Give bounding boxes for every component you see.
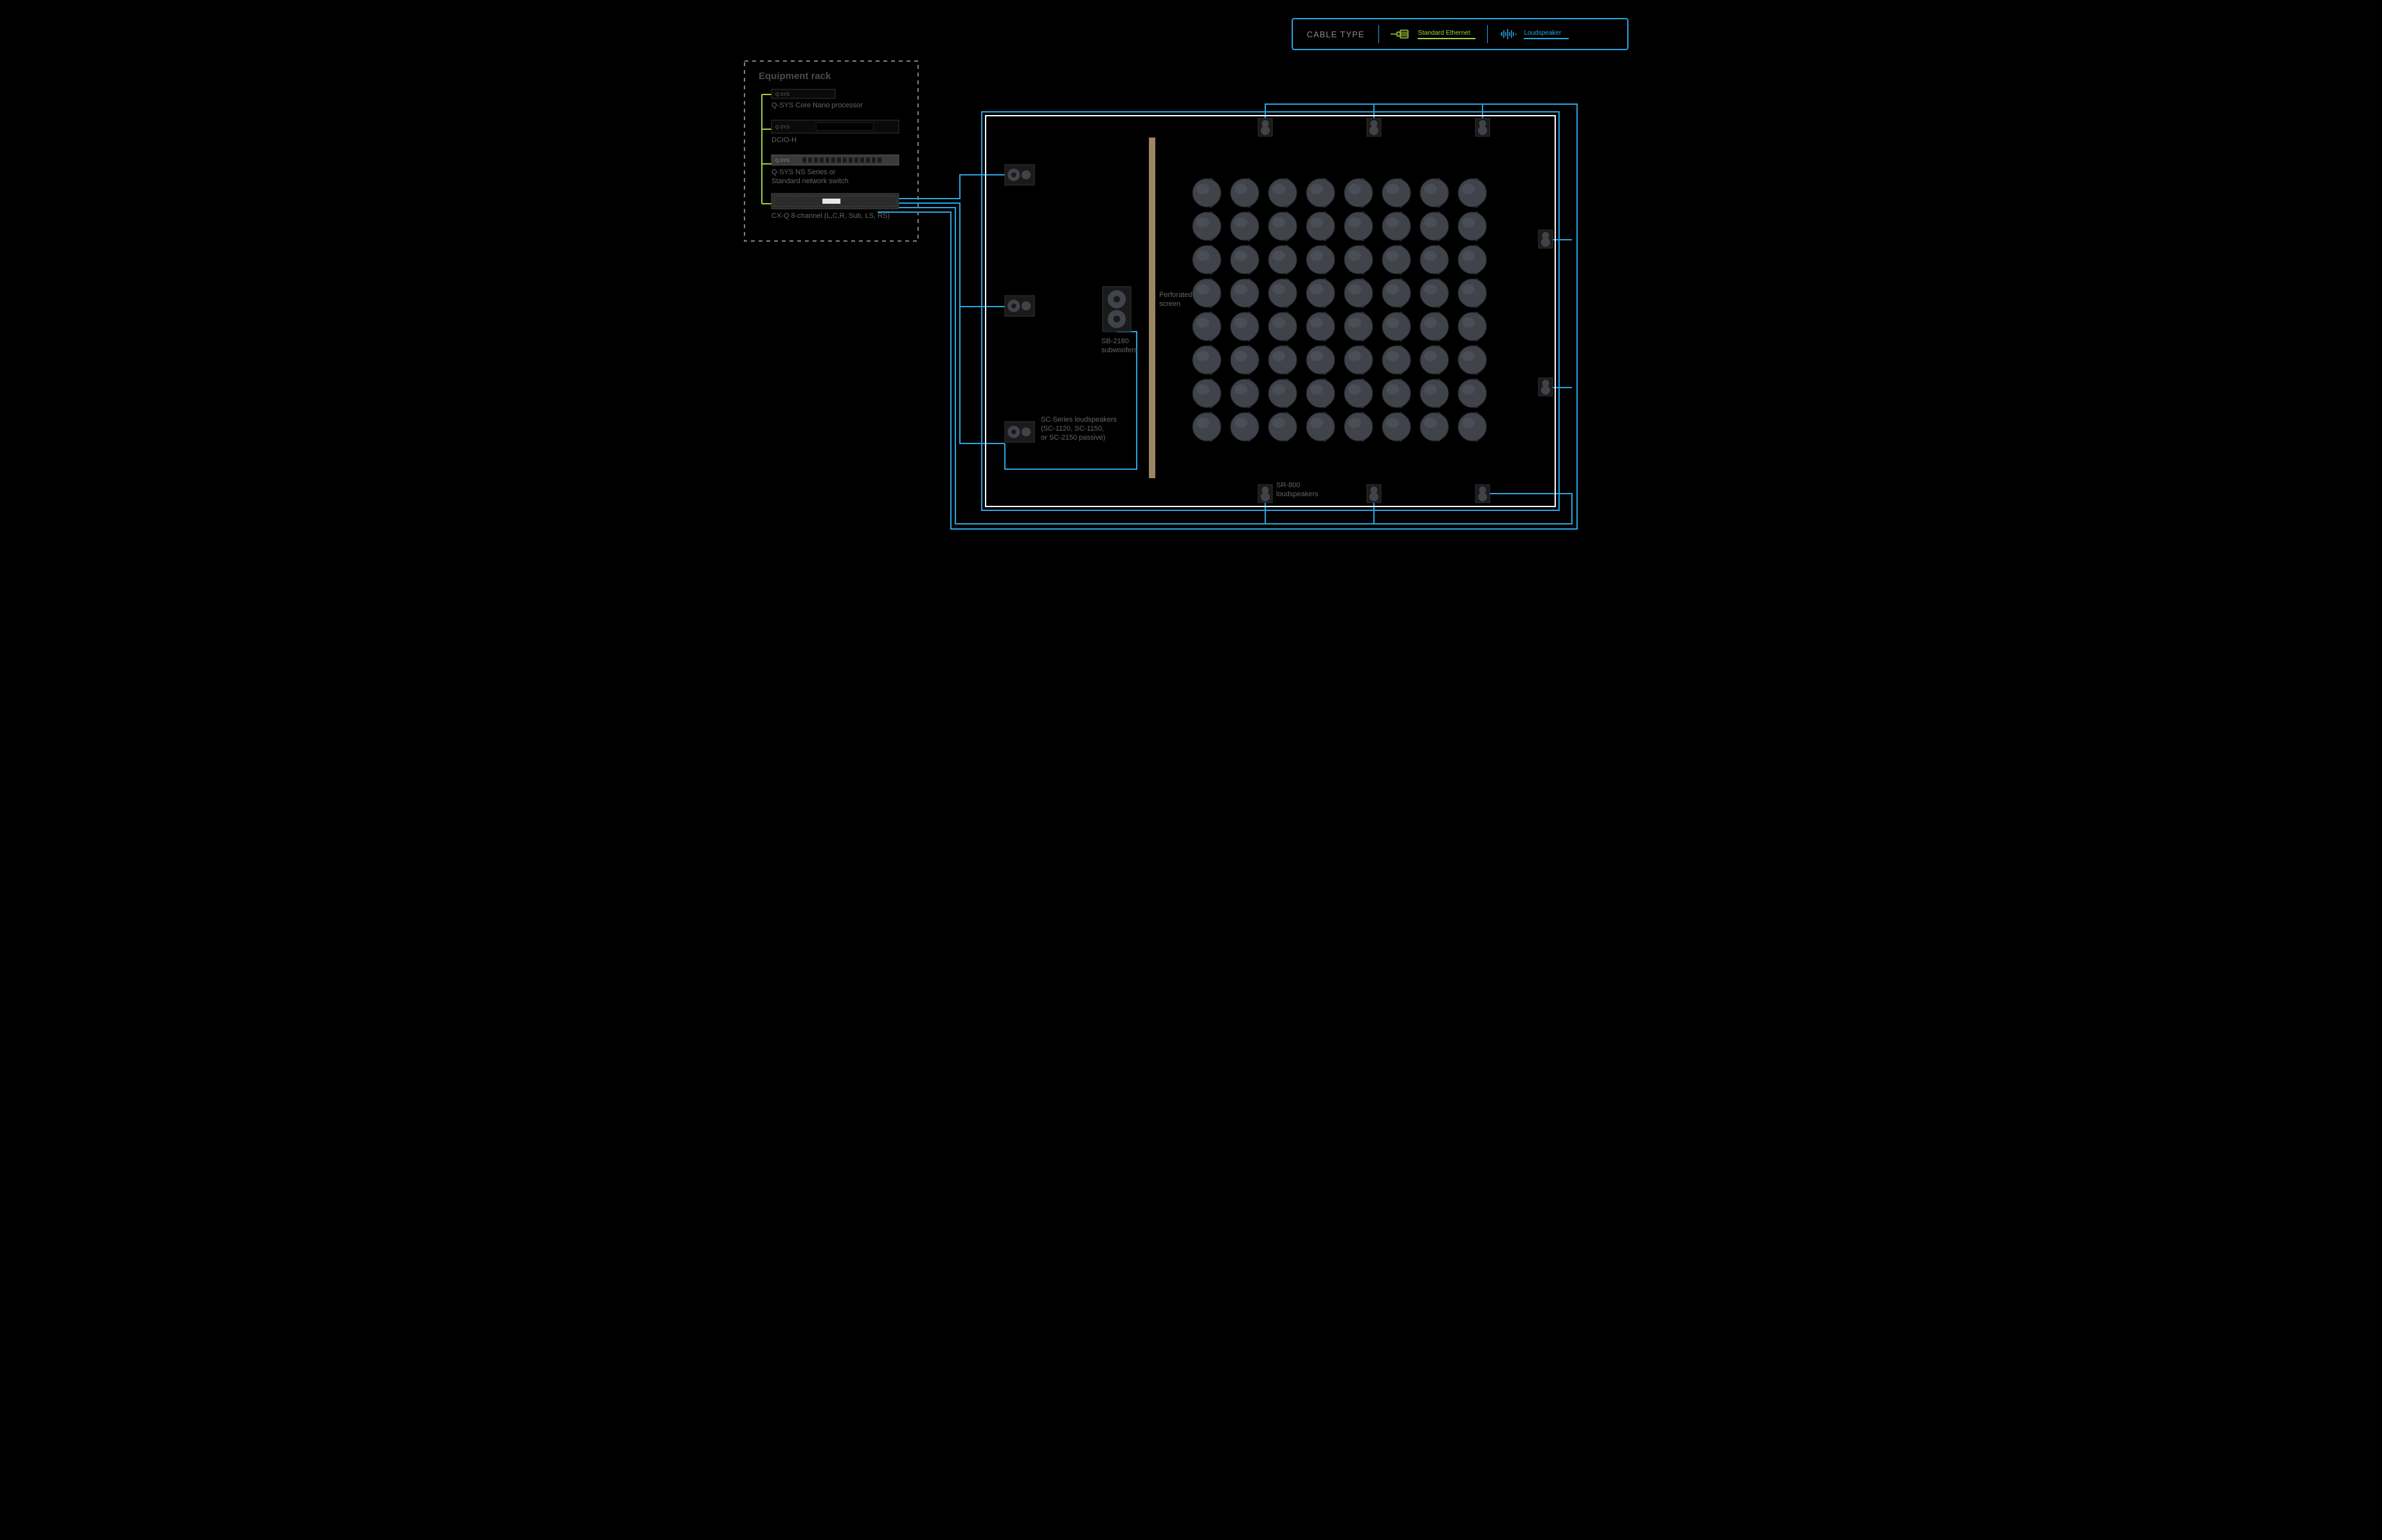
surround-label: SR-800loudspeakers: [1276, 481, 1319, 498]
surround-loudspeaker: [1538, 230, 1553, 248]
screen-label: Perforatedscreen: [1159, 291, 1192, 308]
rack-device-label: DCIO-H: [771, 136, 797, 144]
surround-loudspeaker: [1475, 485, 1490, 503]
surround-loudspeaker: [1367, 118, 1381, 136]
rack-title: Equipment rack: [759, 71, 831, 82]
rack-device: Q·SYS: [771, 155, 899, 165]
rack-device-label: CX-Q 8-channel (L,C,R, Sub, LS, RS): [771, 212, 890, 220]
rack-device: [771, 193, 899, 209]
main-loudspeaker: [1005, 165, 1034, 185]
main-speakers-label: SC Series loudspeakers(SC-1120, SC-1150,…: [1041, 416, 1117, 442]
surround-loudspeaker: [1258, 118, 1272, 136]
perforated-screen: [1149, 138, 1155, 478]
rack-device-label: Q-SYS Core Nano processor: [771, 102, 863, 109]
subwoofer: [1103, 287, 1131, 332]
surround-loudspeaker: [1258, 485, 1272, 503]
room-outline-outer: [982, 112, 1559, 510]
room-outline-inner: [986, 116, 1555, 506]
main-loudspeaker: [1005, 296, 1034, 316]
svg-text:Q·SYS: Q·SYS: [775, 93, 789, 97]
main-loudspeaker: [1005, 422, 1034, 442]
rack-device: Q·SYS: [771, 120, 899, 133]
svg-text:Q·SYS: Q·SYS: [775, 125, 789, 130]
seating-area: [1193, 179, 1486, 441]
ethernet-links: [762, 94, 771, 204]
surround-loudspeaker: [1367, 485, 1381, 503]
svg-text:Q·SYS: Q·SYS: [775, 159, 789, 163]
subwoofer-label: SB-2180subwoofers: [1101, 337, 1138, 354]
rack-device-label: Q-SYS NS Series orStandard network switc…: [771, 168, 849, 185]
rack-device: Q·SYS: [771, 89, 835, 98]
surround-loudspeaker: [1538, 378, 1553, 396]
surround-loudspeaker: [1475, 118, 1490, 136]
